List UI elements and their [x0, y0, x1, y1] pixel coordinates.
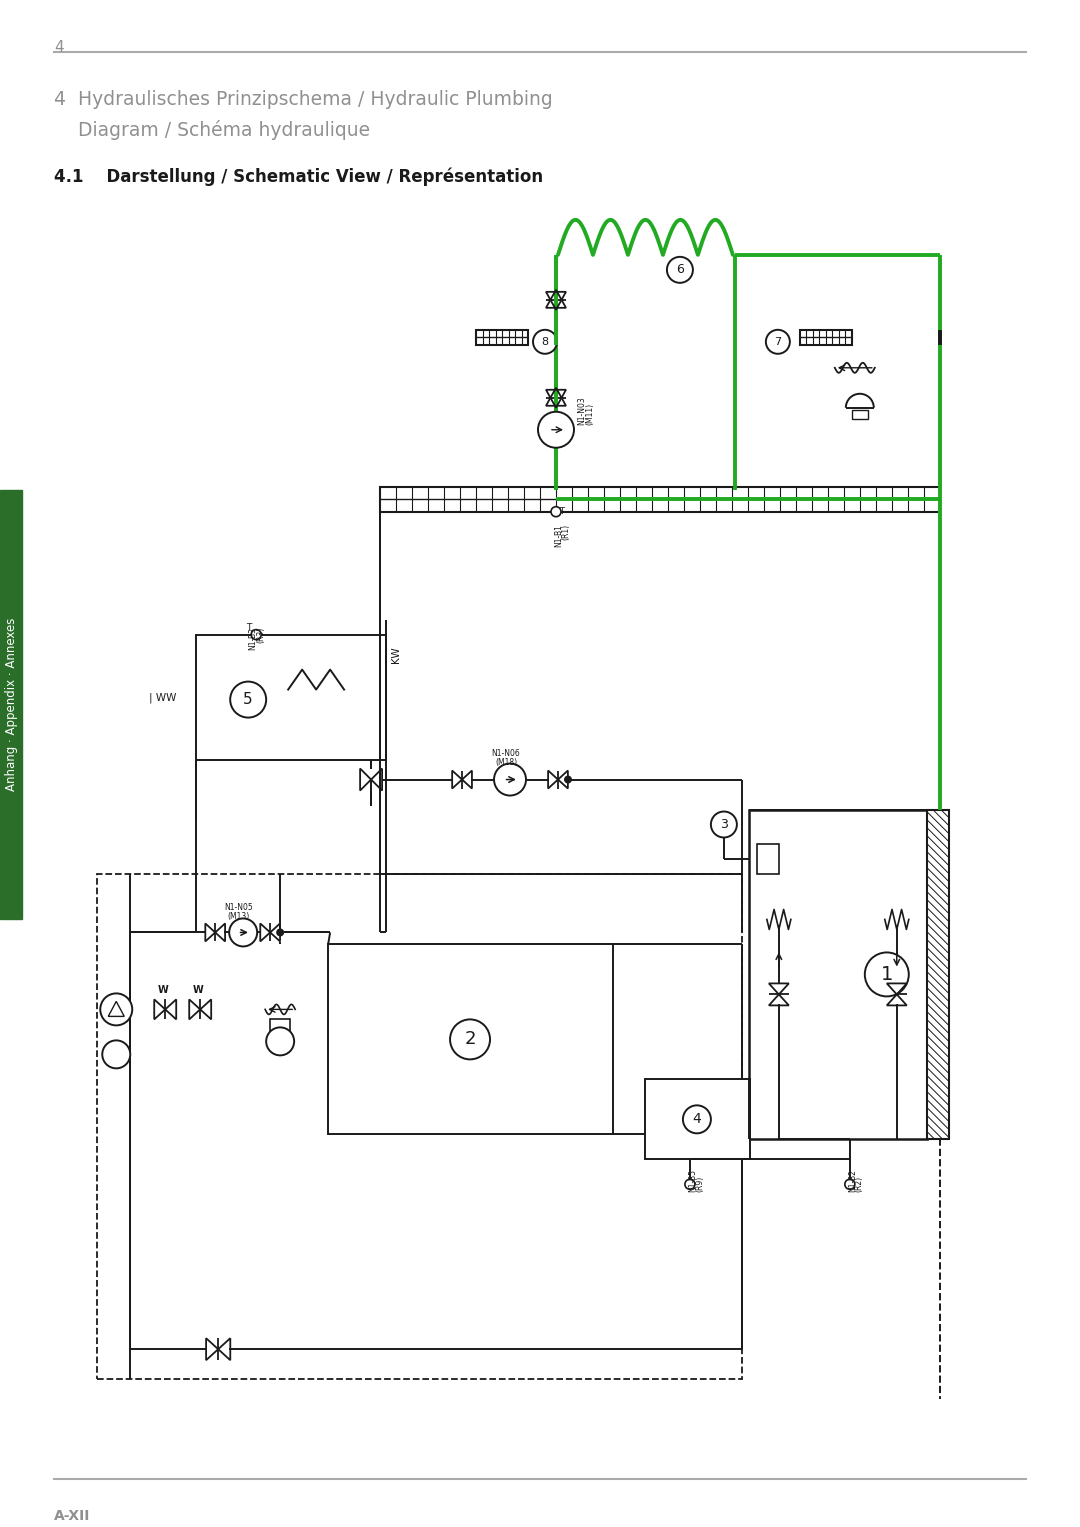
Text: 2: 2	[464, 1031, 476, 1049]
Circle shape	[683, 1106, 711, 1133]
Text: N1-N05: N1-N05	[224, 904, 253, 913]
Text: (M18): (M18)	[495, 757, 517, 767]
Text: 4: 4	[54, 40, 64, 55]
Circle shape	[230, 681, 266, 718]
Circle shape	[103, 1040, 131, 1069]
Bar	[270, 1020, 291, 1034]
Text: N1-N06: N1-N06	[491, 748, 521, 757]
Bar	[927, 809, 948, 1139]
Text: | WW: | WW	[149, 692, 176, 702]
Circle shape	[685, 1179, 694, 1190]
Circle shape	[865, 953, 908, 997]
Text: 6: 6	[676, 263, 684, 276]
Circle shape	[229, 918, 257, 947]
Bar	[0, 490, 23, 919]
Circle shape	[266, 1028, 294, 1055]
Circle shape	[252, 629, 261, 640]
Text: T: T	[559, 507, 564, 516]
Circle shape	[711, 811, 737, 837]
Text: N1-B3: N1-B3	[248, 626, 257, 649]
Circle shape	[450, 1020, 490, 1060]
Circle shape	[538, 412, 573, 447]
Bar	[97, 875, 742, 1379]
Bar	[757, 844, 779, 875]
Text: (M11): (M11)	[585, 403, 594, 425]
Circle shape	[766, 330, 789, 354]
Text: Anhang · Appendix · Annexes: Anhang · Appendix · Annexes	[4, 618, 17, 791]
Text: N1-N03: N1-N03	[577, 395, 586, 425]
Text: (R3): (R3)	[256, 626, 266, 643]
Text: 8: 8	[541, 337, 549, 347]
Text: W: W	[158, 985, 168, 996]
Circle shape	[565, 777, 571, 782]
Bar	[800, 330, 852, 345]
Text: 5: 5	[243, 692, 253, 707]
Bar	[852, 409, 868, 418]
Circle shape	[100, 994, 132, 1026]
Text: A-XII: A-XII	[54, 1509, 91, 1522]
Bar	[476, 330, 528, 345]
Text: 1: 1	[880, 965, 893, 983]
Bar	[645, 1080, 750, 1159]
Text: Diagram / Schéma hydraulique: Diagram / Schéma hydraulique	[54, 121, 370, 140]
Text: (R2): (R2)	[854, 1176, 864, 1193]
Text: 4.1    Darstellung / Schematic View / Représentation: 4.1 Darstellung / Schematic View / Repré…	[54, 168, 543, 186]
Text: (R9): (R9)	[694, 1176, 704, 1193]
Text: 4: 4	[692, 1112, 701, 1127]
Text: N1-B5: N1-B5	[688, 1170, 697, 1193]
Text: N1-B2: N1-B2	[848, 1170, 856, 1193]
Bar	[197, 635, 386, 759]
Text: N1-B1: N1-B1	[554, 524, 563, 547]
Text: T: T	[246, 623, 252, 632]
Text: W: W	[193, 985, 203, 996]
Bar	[328, 944, 613, 1135]
Bar	[380, 487, 940, 512]
Text: 4  Hydraulisches Prinzipschema / Hydraulic Plumbing: 4 Hydraulisches Prinzipschema / Hydrauli…	[54, 90, 553, 108]
Text: 3: 3	[720, 818, 728, 831]
Circle shape	[667, 257, 693, 282]
Text: KW: KW	[391, 646, 401, 663]
Circle shape	[494, 764, 526, 796]
Text: (M13): (M13)	[227, 913, 249, 921]
Circle shape	[534, 330, 557, 354]
Text: (R1): (R1)	[561, 524, 570, 541]
Circle shape	[845, 1179, 854, 1190]
Text: 7: 7	[774, 337, 782, 347]
Circle shape	[551, 507, 561, 516]
Circle shape	[278, 930, 283, 936]
Bar	[748, 809, 927, 1139]
